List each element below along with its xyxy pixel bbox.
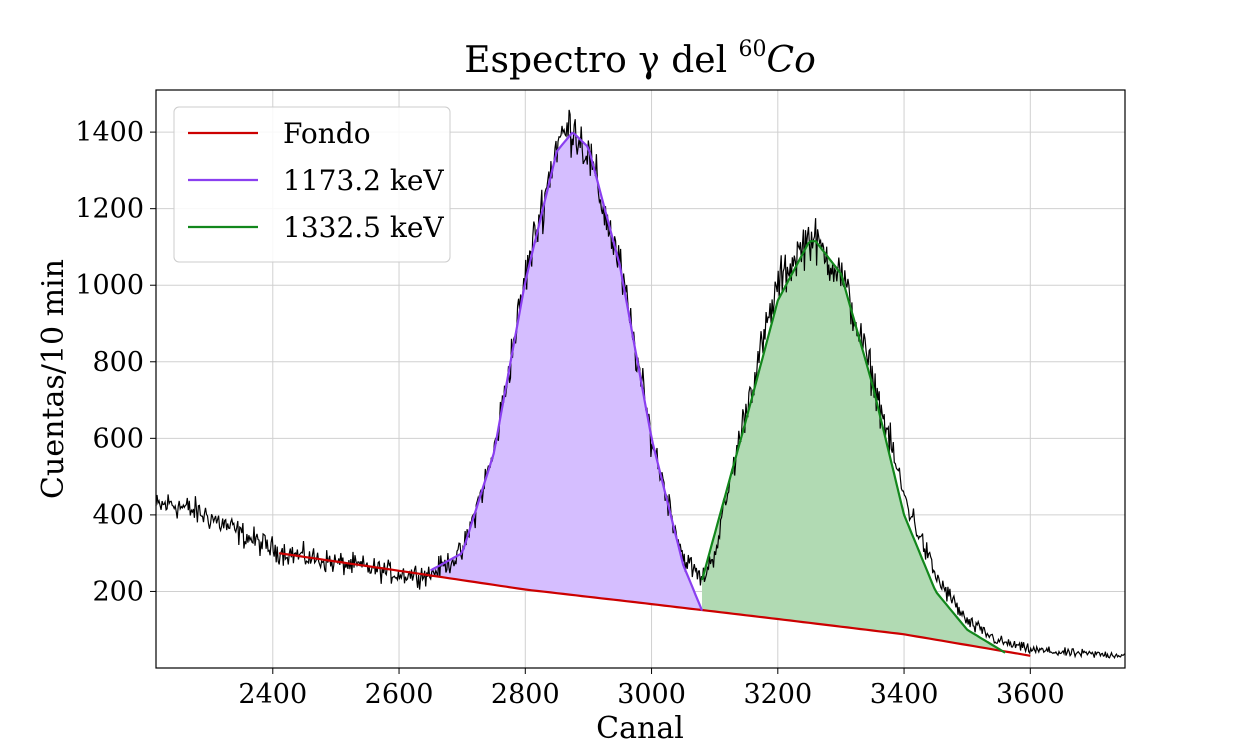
legend-box — [173, 106, 451, 263]
y-tick-label: 1400 — [75, 117, 144, 148]
x-tick-label: 3400 — [870, 679, 939, 710]
y-tick-label: 400 — [92, 500, 144, 531]
x-axis-label: Canal — [596, 711, 684, 746]
chart-title-main: Espectro γ del — [464, 40, 738, 81]
y-tick-label: 200 — [92, 576, 144, 607]
fondo-series-line — [278, 552, 1031, 657]
x-tick-label: 2400 — [238, 679, 307, 710]
y-tick-label: 1200 — [75, 194, 144, 225]
peak-fill-area — [702, 241, 1006, 653]
peak-fills — [430, 132, 1006, 653]
peak-series-line — [430, 131, 704, 611]
chart-title: Espectro γ del 60Co — [464, 37, 816, 81]
chart-title-italic: Co — [767, 40, 816, 81]
x-tick-label: 2800 — [491, 679, 560, 710]
legend-label: 1332.5 keV — [283, 211, 444, 244]
grid — [156, 90, 1125, 668]
x-tick-label: 2600 — [365, 679, 434, 710]
axis-ticks: 2400 2600 2800 3000 3200 3400 3600 200 400 600 800… — [75, 117, 1064, 710]
peak-fill-area — [430, 132, 702, 611]
legend-label: Fondo — [283, 117, 371, 150]
series-lines — [155, 109, 1126, 660]
x-tick-label: 3200 — [743, 679, 812, 710]
peak-series-line — [700, 240, 1006, 654]
legend: Fondo 1173.2 keV 1332.5 keV — [173, 106, 451, 263]
y-axis-label: Cuentas/10 min — [36, 259, 71, 499]
y-tick-label: 600 — [92, 423, 144, 454]
x-tick-label: 3600 — [996, 679, 1065, 710]
chart-title-superscript: 60 — [739, 37, 767, 62]
x-tick-label: 3000 — [617, 679, 686, 710]
y-tick-label: 1000 — [75, 270, 144, 301]
legend-label: 1173.2 keV — [283, 164, 444, 197]
y-tick-label: 800 — [92, 347, 144, 378]
plot-frame — [155, 89, 1126, 669]
